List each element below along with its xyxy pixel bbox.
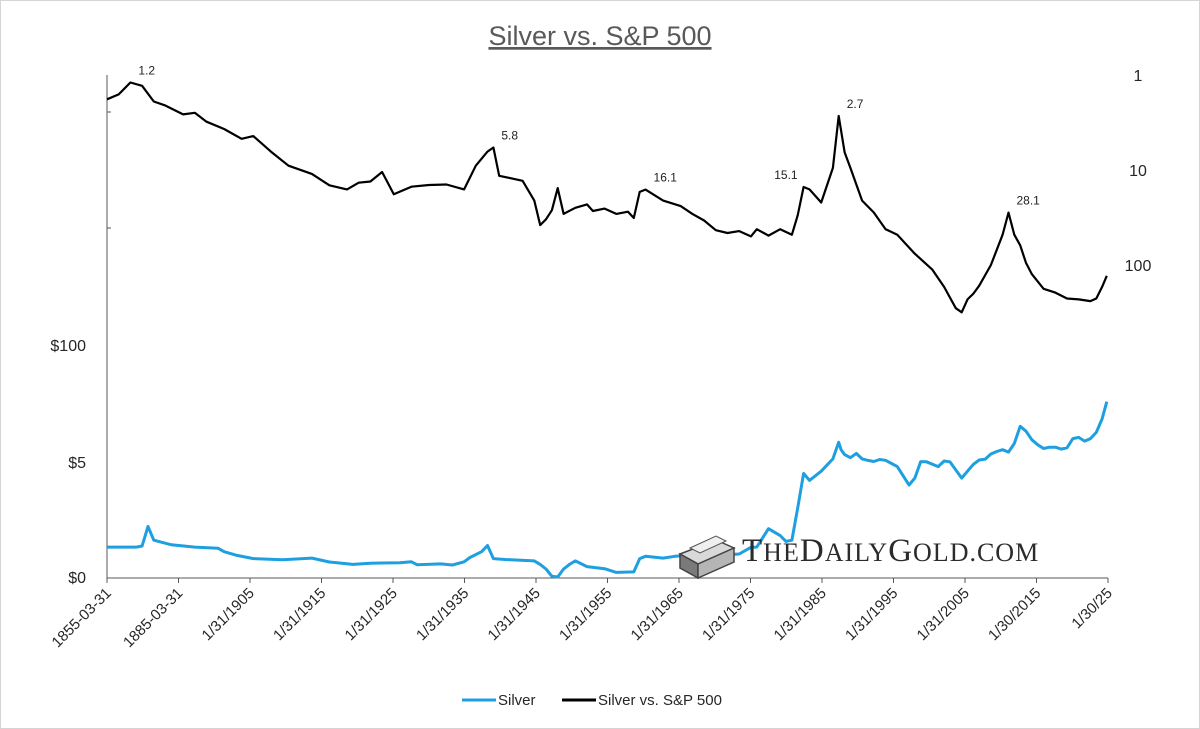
axes	[106, 75, 1108, 579]
right-axis-ticks: 1 10 100	[1125, 68, 1152, 275]
x-axis-tick-label: 1/30/25	[1068, 585, 1115, 632]
x-axis-tick-label: 1855-03-31	[49, 585, 115, 651]
series-lines	[106, 81, 1109, 579]
x-axis-tick-label: 1/31/1945	[485, 585, 544, 644]
x-axis-tick-label: 1/30/2015	[985, 585, 1044, 644]
legend-label: Silver vs. S&P 500	[598, 692, 722, 709]
annotations: 1.2 5.8 16.1 15.1 2.7 28.1	[138, 64, 1040, 208]
left-axis-tick-label: $5	[68, 455, 86, 472]
x-axis-tick-label: 1/31/1935	[413, 585, 472, 644]
gold-bar-icon	[678, 535, 736, 580]
legend: Silver Silver vs. S&P 500	[462, 692, 722, 709]
legend-label: Silver	[498, 692, 536, 709]
data-label: 1.2	[138, 64, 155, 78]
right-axis-tick-label: 100	[1125, 258, 1152, 275]
x-axis-tick-label: 1/31/1995	[842, 585, 901, 644]
x-axis-tick-label: 1/31/1985	[771, 585, 830, 644]
data-label: 15.1	[774, 168, 798, 182]
x-axis-tick-label: 1885-03-31	[120, 585, 186, 651]
data-label: 28.1	[1016, 194, 1040, 208]
silver-vs-sp500-series-line	[106, 81, 1108, 314]
x-axis-tick-label: 1/31/1925	[342, 585, 401, 644]
x-axis-tick-label: 1/31/1915	[270, 585, 329, 644]
data-label: 2.7	[847, 97, 864, 111]
x-axis-tick-label: 1/31/1965	[628, 585, 687, 644]
left-axis-tick-label: $0	[68, 570, 86, 587]
data-label: 16.1	[654, 171, 678, 185]
chart-title: Silver vs. S&P 500	[488, 21, 711, 51]
watermark-text: THEDAILYGOLD.COM	[742, 533, 1039, 569]
x-axis-tick-label: 1/31/2005	[914, 585, 973, 644]
right-axis-tick-label: 1	[1134, 68, 1143, 85]
right-axis-tick-label: 10	[1129, 163, 1147, 180]
watermark: THEDAILYGOLD.COM	[678, 533, 1039, 580]
x-axis-tick-label: 1/31/1975	[699, 585, 758, 644]
left-axis-tick-label: $100	[50, 338, 86, 355]
data-label: 5.8	[501, 129, 518, 143]
silver-series-line	[107, 401, 1109, 579]
x-axis-ticks: 1855-03-31 1885-03-31 1/31/1905 1/31/1915 1/…	[49, 578, 1116, 651]
x-axis-tick-label: 1/31/1955	[556, 585, 615, 644]
left-axis-ticks: $0 $5 $100	[50, 338, 86, 587]
x-axis-tick-label: 1/31/1905	[199, 585, 258, 644]
